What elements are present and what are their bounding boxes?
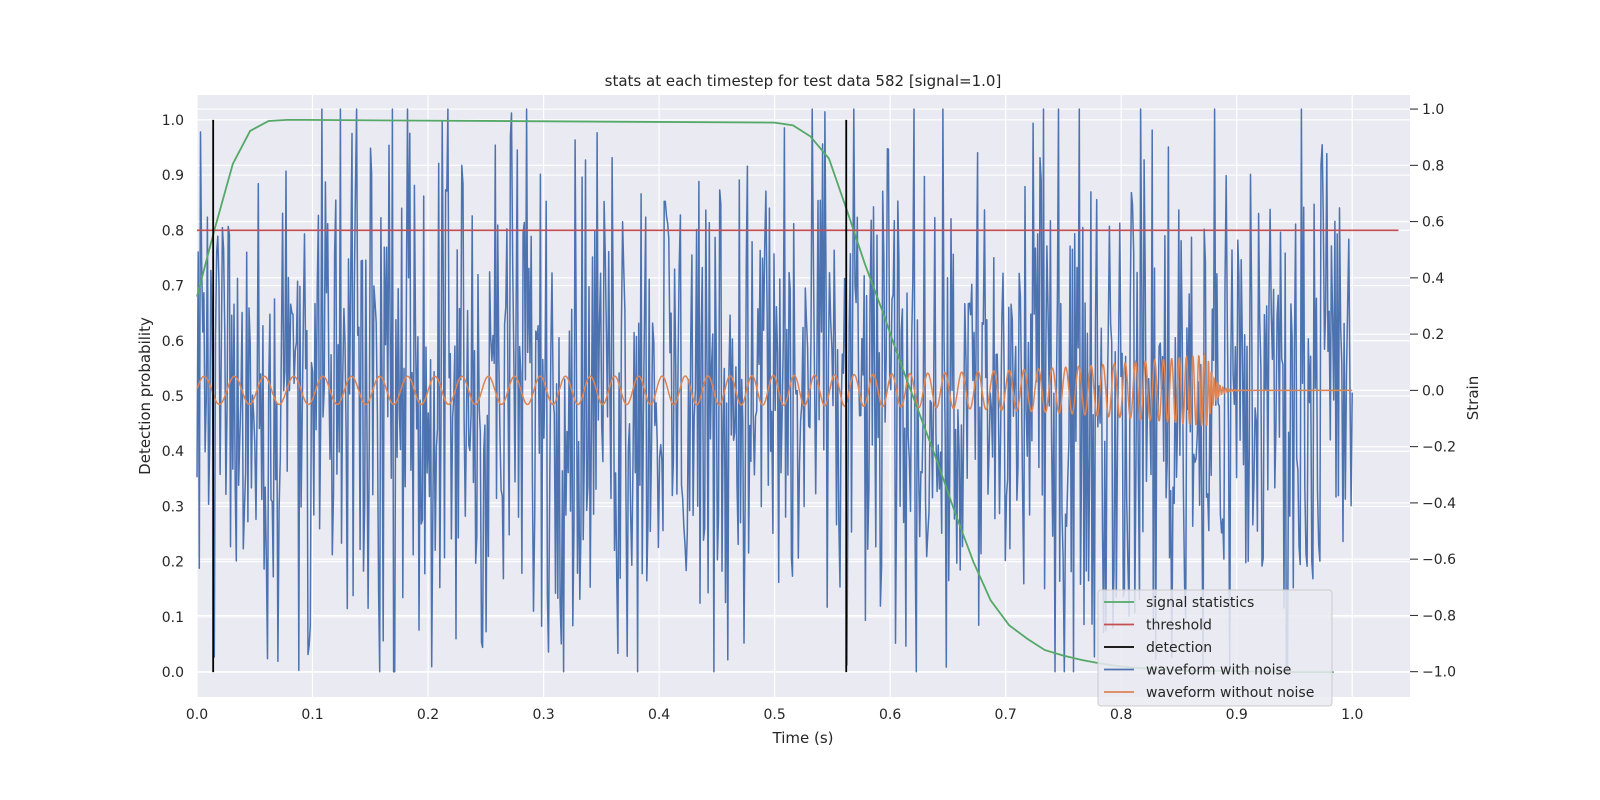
series-line-waveform-with-noise: [196, 108, 1353, 673]
x-tick-label: 0.4: [648, 707, 670, 723]
series-line-waveform-without-noise: [196, 353, 1353, 427]
x-tick-label: 0.9: [1226, 707, 1248, 723]
x-axis-label: Time (s): [772, 729, 834, 747]
y-tick-label-right: −0.8: [1422, 608, 1456, 624]
y-tick-label-left: 1.0: [162, 113, 184, 129]
legend-box: [1097, 589, 1333, 707]
x-tick-label: 0.1: [301, 707, 323, 723]
legend-label: threshold: [1146, 618, 1212, 634]
y-tick-label-left: 0.8: [162, 223, 184, 239]
legend: signal statistics threshold detection wavef…: [1097, 589, 1333, 707]
y-tick-label-right: −0.6: [1422, 552, 1456, 568]
y-tick-label-right: −0.4: [1422, 496, 1456, 512]
x-tick-label: 0.3: [532, 707, 554, 723]
x-tick-label: 0.6: [879, 707, 901, 723]
y-tick-label-right: 0.8: [1422, 158, 1444, 174]
x-tick-label: 0.2: [417, 707, 439, 723]
y-tick-label-right: 0.6: [1422, 215, 1444, 231]
y-axis-label-left: Detection probability: [136, 317, 154, 475]
x-tick-label: 0.0: [186, 707, 208, 723]
x-tick-label: 0.5: [763, 707, 785, 723]
legend-label: detection: [1146, 640, 1212, 656]
x-tick-label: 1.0: [1341, 707, 1363, 723]
y-tick-label-right: 1.0: [1422, 102, 1444, 118]
y-tick-label-right: 0.0: [1422, 383, 1444, 399]
x-tick-label: 0.8: [1110, 707, 1132, 723]
y-tick-label-left: 0.2: [162, 555, 184, 571]
legend-label: signal statistics: [1146, 595, 1254, 611]
y-tick-label-left: 0.0: [162, 665, 184, 681]
y-tick-label-right: 0.4: [1422, 271, 1444, 287]
y-tick-label-right: −1.0: [1422, 665, 1456, 681]
legend-label: waveform with noise: [1146, 663, 1291, 679]
legend-label: waveform without noise: [1146, 685, 1314, 701]
chart-title: stats at each timestep for test data 582…: [605, 72, 1002, 90]
y-tick-label-left: 0.9: [162, 168, 184, 184]
y-tick-label-left: 0.3: [162, 499, 184, 515]
ticks: 0.0 0.1 0.2 0.3 0.4 0.5 0.6 0.7 0.8 0.9 1.0 0.0 0.1 0…: [162, 102, 1456, 723]
y-tick-label-left: 0.6: [162, 334, 184, 350]
y-tick-label-left: 0.5: [162, 389, 184, 405]
y-tick-label-left: 0.4: [162, 444, 184, 460]
y-tick-label-right: 0.2: [1422, 327, 1444, 343]
y-tick-label-left: 0.1: [162, 610, 184, 626]
y-tick-label-right: −0.2: [1422, 440, 1456, 456]
x-tick-label: 0.7: [995, 707, 1017, 723]
y-tick-label-left: 0.7: [162, 279, 184, 295]
y-axis-label-right: Strain: [1464, 376, 1482, 420]
